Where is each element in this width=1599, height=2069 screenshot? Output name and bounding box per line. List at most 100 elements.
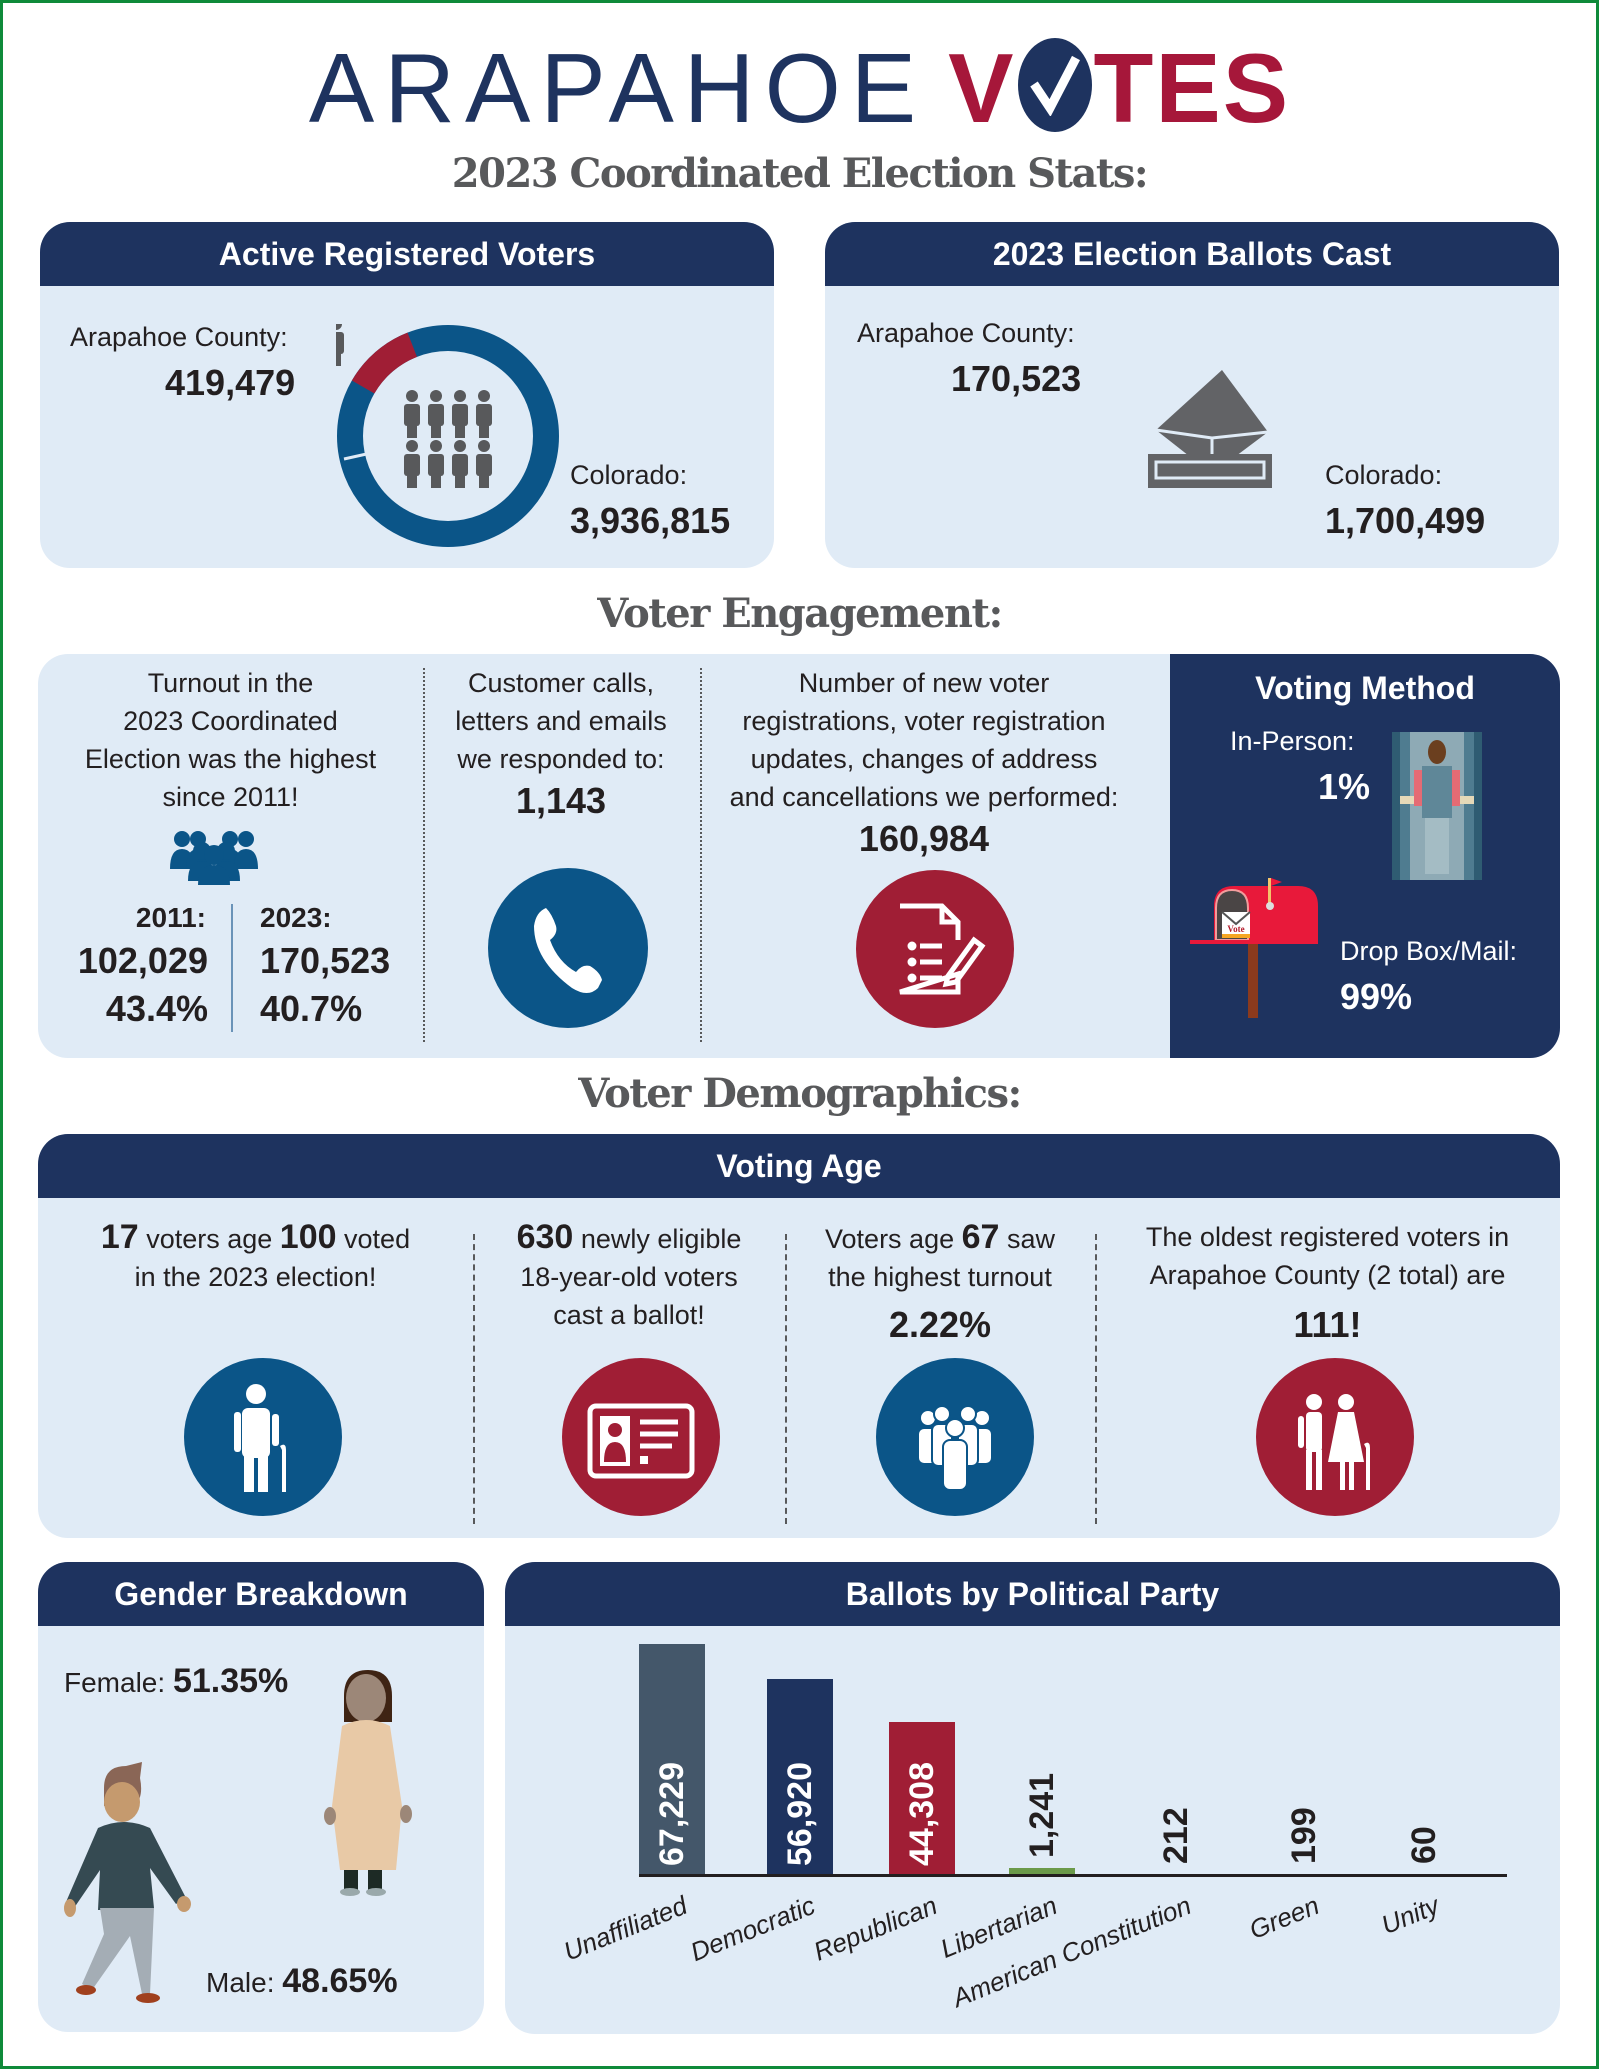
bar-value-label: 67,229 [653,1762,691,1866]
card-title: 2023 Election Ballots Cast [825,222,1559,286]
calls-line: Customer calls, [467,668,655,698]
year-2023-pct: 40.7% [260,988,363,1029]
phone-icon [488,868,648,1028]
calls-line: letters and emails [455,706,667,736]
stat-text: voted [336,1224,411,1254]
voting-method-panel: Voting Method In-Person: 1% [1170,654,1560,1058]
bar-value-label: 44,308 [903,1762,941,1866]
card-title: Active Registered Voters [40,222,774,286]
mailbox-vote-text: Vote [1227,924,1244,934]
turnout-text: Turnout in the 2023 Coordinated Election… [38,664,423,816]
year-2011-count: 102,029 [77,940,208,981]
page-subtitle: 2023 Coordinated Election Stats: [451,150,1149,197]
turnout-line: Turnout in the [147,668,314,698]
bar-value-label: 199 [1285,1807,1323,1864]
group-people-icon [170,829,258,890]
female-stat: Female: 51.35% [64,1662,288,1701]
column-divider [1095,1234,1097,1524]
state-value: 3,936,815 [570,500,731,541]
year-2011-pct: 43.4% [105,988,208,1029]
bar-democratic [767,1679,833,1874]
elderly-person-icon [184,1358,342,1516]
stat-text: saw [999,1224,1055,1254]
logo-tes: TES [1093,33,1291,143]
drop-box-label: Drop Box/Mail: [1340,936,1518,966]
ballot-box-icon [1148,370,1272,493]
turnout-line: Election was the highest [84,744,377,774]
bar-libertarian [1009,1868,1075,1874]
bar-value-label: 60 [1405,1826,1443,1864]
stat-number: 17 [100,1218,139,1256]
stat-text: Arapahoe County (2 total) are [1149,1260,1506,1290]
column-divider [700,668,702,1042]
bar-value-label: 56,920 [781,1762,819,1866]
calls-line: we responded to: [457,744,665,774]
stat-number: 100 [279,1218,337,1256]
bar-unaffiliated [639,1644,705,1874]
state-value: 1,700,499 [1325,500,1486,541]
oldest-voters-value: 111! [1293,1304,1362,1345]
male-value: 48.65% [282,1962,398,2000]
county-value: 419,479 [165,362,296,403]
registrations-text: Number of new voter registrations, voter… [703,664,1145,816]
in-person-value: 1% [1318,766,1371,807]
voting-booth-icon [1392,732,1482,885]
column-divider [785,1234,787,1524]
turnout-line: 2023 Coordinated [123,706,338,736]
party-bar-chart: 67,229 Unaffiliated 56,920 Democratic 44,308… [505,1562,1560,2034]
card-title: Voting Age [38,1134,1560,1198]
age-67-turnout-value: 2.22% [888,1304,992,1345]
voting-method-title: Voting Method [1255,670,1475,706]
age-67-text: Voters age 67 saw the highest turnout [785,1218,1095,1296]
registrations-line: registrations, voter registration [742,706,1106,736]
form-edit-icon [856,870,1014,1028]
logo-arapahoe: ARAPAHOE [308,33,927,143]
arapahoe-votes-logo: ARAPAHOE V TES [0,38,1599,138]
county-label: Arapahoe County: [70,322,288,352]
drop-box-value: 99% [1340,976,1413,1017]
active-registered-voters-card: Active Registered Voters Arapahoe County… [40,222,774,568]
column-divider [423,668,425,1042]
stat-text: voters age [138,1224,280,1254]
new-18-voters-text: 630 newly eligible 18-year-old voters ca… [473,1218,785,1334]
voter-demographics-title: Voter Demographics: [578,1070,1022,1117]
county-label: Arapahoe County: [857,318,1075,348]
voter-engagement-title: Voter Engagement: [597,590,1003,637]
stat-text: cast a ballot! [553,1300,705,1330]
gender-breakdown-card: Gender Breakdown Female: 51.35% Male: 48… [38,1562,484,2032]
registrations-line: and cancellations we performed: [729,782,1119,812]
stat-text: 18-year-old voters [520,1262,738,1292]
voter-engagement-card: Turnout in the 2023 Coordinated Election… [38,654,1560,1058]
x-axis-line [639,1874,1507,1877]
bar-republican [889,1722,955,1874]
stat-text: the highest turnout [828,1262,1052,1292]
year-divider [231,904,233,1032]
elderly-couple-icon [1256,1358,1414,1516]
mailbox-icon: Vote [1190,878,1322,1023]
card-title: Gender Breakdown [38,1562,484,1626]
registrations-line: Number of new voter [798,668,1050,698]
stat-number: 630 [516,1218,574,1256]
stat-text: newly eligible [573,1224,742,1254]
column-divider [473,1234,475,1524]
ballots-by-party-card: Ballots by Political Party 67,229 Unaffil… [505,1562,1560,2034]
donut-chart-icon [328,318,560,553]
bar-value-label: 212 [1157,1807,1195,1864]
stat-text: Voters age [825,1224,962,1254]
female-label: Female: [64,1667,166,1698]
county-value: 170,523 [951,358,1082,399]
stat-text: The oldest registered voters in [1145,1222,1510,1252]
calls-text: Customer calls, letters and emails we re… [426,664,696,778]
male-figure-icon [64,1758,194,2013]
male-label: Male: [206,1967,275,1998]
stat-text: in the 2023 election! [134,1262,377,1292]
registrations-line: updates, changes of address [750,744,1098,774]
logo-v: V [948,33,1016,143]
year-2023-count: 170,523 [260,940,391,981]
card-title: Ballots by Political Party [505,1562,1560,1626]
oldest-voters-text: The oldest registered voters in Arapahoe… [1095,1218,1560,1294]
registrations-value: 160,984 [858,818,990,859]
bar-value-label: 1,241 [1023,1772,1061,1858]
state-label: Colorado: [570,460,688,490]
crowd-icon [876,1358,1034,1516]
